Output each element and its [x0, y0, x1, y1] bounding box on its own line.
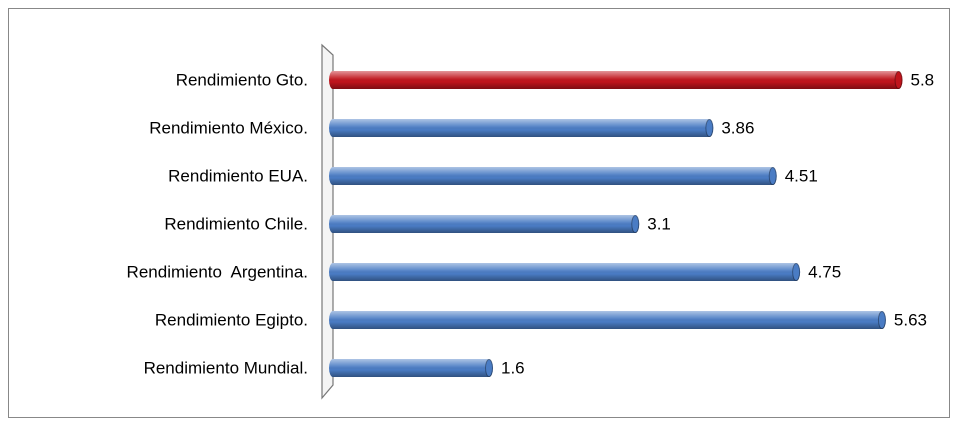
- value-label: 5.63: [894, 310, 927, 329]
- bar-cap: [877, 311, 886, 329]
- value-label: 3.86: [721, 118, 754, 137]
- bar-cap: [792, 263, 801, 281]
- bar-shade: [329, 119, 714, 137]
- category-label: Rendimiento Egipto.: [155, 310, 308, 329]
- bar-shade: [329, 71, 903, 89]
- value-label: 1.6: [501, 358, 525, 377]
- bar-shade: [329, 215, 640, 233]
- category-label: Rendimiento Argentina.: [127, 262, 308, 281]
- bar-shade: [329, 263, 801, 281]
- bar-cap: [894, 71, 903, 89]
- category-label: Rendimiento EUA.: [168, 166, 308, 185]
- bar-shade: [329, 311, 886, 329]
- category-label: Rendimiento México.: [149, 118, 308, 137]
- value-label: 5.8: [911, 70, 935, 89]
- bar-shade: [329, 167, 777, 185]
- bar-cap: [485, 359, 493, 377]
- bar-cap: [631, 215, 640, 233]
- chart-border: [8, 8, 950, 418]
- bar-shade: [329, 359, 493, 377]
- category-label: Rendimiento Chile.: [164, 214, 308, 233]
- category-label: Rendimiento Gto.: [176, 70, 308, 89]
- value-label: 4.75: [808, 262, 841, 281]
- bar-cap: [705, 119, 714, 137]
- category-label: Rendimiento Mundial.: [144, 358, 308, 377]
- value-label: 4.51: [785, 166, 818, 185]
- bar-cap: [768, 167, 777, 185]
- value-label: 3.1: [647, 214, 671, 233]
